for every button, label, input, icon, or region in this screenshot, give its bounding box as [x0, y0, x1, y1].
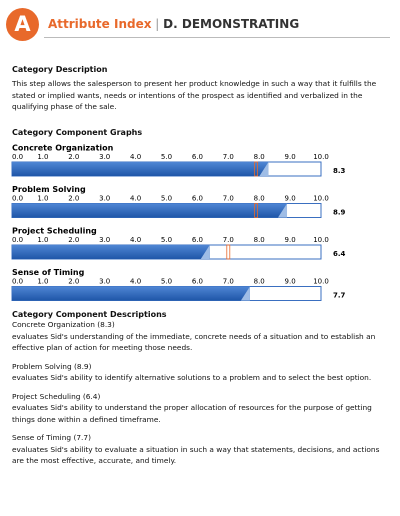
tick-label: 9.0: [285, 195, 296, 203]
value-label: 7.7: [333, 292, 346, 300]
graph-name: Problem Solving: [12, 185, 86, 194]
tick-label: 2.0: [68, 236, 79, 244]
tick-label: 10.0: [313, 153, 329, 161]
tick-label: 1.0: [37, 195, 48, 203]
benchmark-marker: [254, 203, 259, 218]
tick-label: 1.0: [37, 278, 48, 286]
tick-label: 8.0: [254, 195, 265, 203]
description-heading: Category Description: [12, 65, 108, 74]
descriptions: Category Component Descriptions Concrete…: [12, 310, 390, 474]
graphs-heading: Category Component Graphs: [12, 128, 143, 137]
tick-label: 8.0: [254, 236, 265, 244]
tick-label: 4.0: [130, 278, 141, 286]
description-list: Concrete Organization (8.3) evaluates Sid…: [12, 319, 390, 467]
tick-label: 8.0: [254, 278, 265, 286]
bar-tip: [200, 245, 210, 259]
description-title: Concrete Organization (8.3): [12, 320, 115, 329]
description-text: evaluates Sid's ability to evaluate a si…: [12, 444, 380, 466]
tick-label: 6.0: [192, 236, 203, 244]
description-title: Sense of Timing (7.7): [12, 433, 91, 442]
tick-label: 5.0: [161, 236, 172, 244]
description-item: Concrete Organization (8.3) evaluates Sid…: [12, 319, 390, 354]
tick-label: 6.0: [192, 153, 203, 161]
tick-label: 7.0: [223, 236, 234, 244]
tick-label: 4.0: [130, 195, 141, 203]
tick-label: 3.0: [99, 195, 110, 203]
graph-name: Sense of Timing: [12, 268, 85, 277]
tick-label: 9.0: [285, 278, 296, 286]
tick-label: 3.0: [99, 278, 110, 286]
tick-label: 4.0: [130, 153, 141, 161]
header-subtitle: D. DEMONSTRATING: [163, 17, 300, 31]
header-rule: [44, 37, 390, 38]
tick-label: 5.0: [161, 278, 172, 286]
bar: [12, 203, 288, 218]
tick-label: 2.0: [68, 153, 79, 161]
tick-label: 4.0: [130, 236, 141, 244]
tick-label: 6.0: [192, 278, 203, 286]
tick-label: 7.0: [223, 195, 234, 203]
tick-label: 1.0: [37, 236, 48, 244]
tick-label: 0.0: [12, 278, 23, 286]
description-text: evaluates Sid's ability to identify alte…: [12, 373, 372, 382]
graph-name: Concrete Organization: [12, 144, 114, 153]
graph-name: Project Scheduling: [12, 227, 97, 236]
tick-label: 5.0: [161, 153, 172, 161]
tick-label: 8.0: [254, 153, 265, 161]
bar-tip: [259, 162, 269, 176]
tick-label: 1.0: [37, 153, 48, 161]
description-text: evaluates Sid's ability to understand th…: [12, 403, 372, 424]
bar-tip: [240, 286, 250, 301]
header-title: Attribute Index: [48, 17, 152, 31]
benchmark-marker: [226, 244, 231, 260]
tick-label: 7.0: [223, 278, 234, 286]
tick-label: 10.0: [313, 278, 329, 286]
description-item: Sense of Timing (7.7) evaluates Sid's abi…: [12, 432, 390, 467]
bar-tip: [278, 203, 288, 218]
tick-label: 9.0: [285, 236, 296, 244]
tick-label: 0.0: [12, 195, 23, 203]
badge: A: [6, 8, 39, 41]
tick-label: 6.0: [192, 195, 203, 203]
tick-label: 10.0: [313, 236, 329, 244]
tick-label: 9.0: [285, 153, 296, 161]
header-separator: |: [155, 17, 160, 31]
descriptions-heading: Category Component Descriptions: [12, 310, 167, 319]
value-label: 8.3: [333, 167, 346, 175]
bar: [12, 286, 250, 301]
tick-label: 3.0: [99, 236, 110, 244]
description-item: Problem Solving (8.9) evaluates Sid's abi…: [12, 361, 390, 384]
description-title: Project Scheduling (6.4): [12, 391, 101, 401]
tick-label: 0.0: [12, 236, 23, 244]
tick-label: 3.0: [99, 153, 110, 161]
description-title: Problem Solving (8.9): [12, 361, 92, 371]
header-title-row: Attribute Index | D. DEMONSTRATING: [48, 17, 299, 31]
bar: [12, 245, 210, 259]
tick-label: 10.0: [313, 195, 329, 203]
tick-label: 2.0: [68, 195, 79, 203]
description-text: evaluates Sid's understanding of the imm…: [12, 331, 376, 353]
description-item: Project Scheduling (6.4) evaluates Sid's …: [12, 391, 390, 426]
tick-label: 5.0: [161, 195, 172, 203]
tick-label: 7.0: [223, 153, 234, 161]
value-label: 6.4: [333, 250, 346, 258]
description-text: This step allows the salesperson to pres…: [12, 79, 377, 111]
bar: [12, 162, 269, 176]
benchmark-marker: [254, 161, 259, 177]
tick-label: 2.0: [68, 278, 79, 286]
tick-label: 0.0: [12, 153, 23, 161]
value-label: 8.9: [333, 209, 346, 217]
